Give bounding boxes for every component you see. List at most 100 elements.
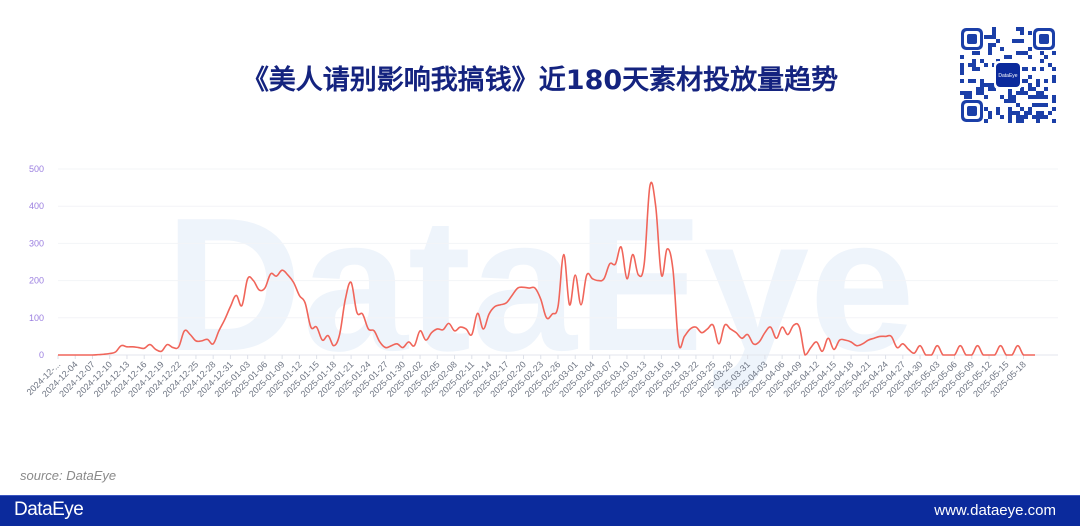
qr-module bbox=[1032, 95, 1036, 99]
data-point bbox=[137, 346, 139, 348]
data-point bbox=[149, 343, 151, 345]
qr-module bbox=[1004, 99, 1008, 103]
data-point bbox=[660, 274, 662, 276]
data-point bbox=[942, 354, 944, 356]
qr-module bbox=[1044, 103, 1048, 107]
data-point bbox=[706, 328, 708, 330]
data-point bbox=[177, 346, 179, 348]
data-point bbox=[999, 345, 1001, 347]
qr-module bbox=[1052, 67, 1056, 71]
qr-module bbox=[1052, 95, 1056, 99]
qr-module bbox=[972, 59, 976, 63]
qr-module bbox=[988, 111, 992, 115]
qr-module bbox=[980, 83, 984, 87]
data-point bbox=[396, 343, 398, 345]
footer-url[interactable]: www.dataeye.com bbox=[934, 502, 1056, 519]
data-point bbox=[1034, 354, 1036, 356]
data-point bbox=[718, 343, 720, 345]
qr-module bbox=[976, 51, 980, 55]
qr-module bbox=[972, 79, 976, 83]
qr-module bbox=[1036, 119, 1040, 123]
data-point bbox=[356, 311, 358, 313]
data-point bbox=[235, 294, 237, 296]
data-point bbox=[838, 339, 840, 341]
data-point bbox=[965, 354, 967, 356]
qr-module bbox=[1012, 39, 1016, 43]
qr-module bbox=[1016, 111, 1020, 115]
data-point bbox=[453, 330, 455, 332]
data-point bbox=[252, 279, 254, 281]
data-point bbox=[1022, 354, 1024, 356]
data-point bbox=[620, 246, 622, 248]
qr-module bbox=[1008, 119, 1012, 123]
qr-module bbox=[1024, 79, 1028, 83]
data-point bbox=[1017, 345, 1019, 347]
data-point bbox=[557, 305, 559, 307]
data-point bbox=[827, 337, 829, 339]
data-point bbox=[568, 304, 570, 306]
qr-module bbox=[988, 47, 992, 51]
data-point bbox=[913, 352, 915, 354]
qr-module bbox=[1052, 107, 1056, 111]
qr-module bbox=[980, 59, 984, 63]
data-point bbox=[563, 253, 565, 255]
data-point bbox=[758, 341, 760, 343]
qr-module bbox=[980, 87, 984, 91]
data-point bbox=[74, 354, 76, 356]
data-point bbox=[856, 345, 858, 347]
data-point bbox=[861, 343, 863, 345]
data-point bbox=[264, 287, 266, 289]
data-point bbox=[666, 248, 668, 250]
data-point bbox=[505, 302, 507, 304]
y-tick-label: 400 bbox=[29, 201, 44, 211]
data-point bbox=[597, 279, 599, 281]
qr-module bbox=[1016, 119, 1020, 123]
qr-module bbox=[1024, 115, 1028, 119]
data-point bbox=[172, 346, 174, 348]
data-point bbox=[155, 348, 157, 350]
data-point bbox=[419, 330, 421, 332]
data-point bbox=[448, 322, 450, 324]
qr-logo-text: DataEye bbox=[998, 73, 1017, 79]
qr-module bbox=[1044, 95, 1048, 99]
data-point bbox=[223, 318, 225, 320]
qr-module bbox=[988, 43, 992, 47]
data-point bbox=[97, 353, 99, 355]
qr-module bbox=[1012, 99, 1016, 103]
data-point bbox=[350, 281, 352, 283]
qr-module bbox=[984, 35, 988, 39]
qr-module bbox=[972, 63, 976, 67]
data-point bbox=[183, 330, 185, 332]
data-point bbox=[683, 335, 685, 337]
qr-module bbox=[1036, 83, 1040, 87]
data-point bbox=[540, 298, 542, 300]
data-point bbox=[126, 346, 128, 348]
qr-module bbox=[1032, 87, 1036, 91]
data-point bbox=[580, 304, 582, 306]
data-point bbox=[522, 286, 524, 288]
data-point bbox=[764, 331, 766, 333]
data-point bbox=[281, 269, 283, 271]
data-point bbox=[919, 345, 921, 347]
qr-module bbox=[1052, 51, 1056, 55]
qr-module bbox=[1020, 31, 1024, 35]
data-point bbox=[982, 354, 984, 356]
data-point bbox=[402, 346, 404, 348]
qr-module bbox=[1020, 27, 1024, 31]
qr-module bbox=[1004, 55, 1008, 59]
data-point bbox=[614, 263, 616, 265]
data-point bbox=[275, 275, 277, 277]
qr-module bbox=[1040, 91, 1044, 95]
data-point bbox=[91, 354, 93, 356]
qr-module bbox=[1024, 111, 1028, 115]
data-point bbox=[775, 337, 777, 339]
qr-module bbox=[960, 79, 964, 83]
data-point bbox=[700, 331, 702, 333]
qr-module bbox=[984, 95, 988, 99]
qr-module bbox=[992, 31, 996, 35]
data-point bbox=[637, 274, 639, 276]
data-point bbox=[143, 347, 145, 349]
qr-module bbox=[1044, 115, 1048, 119]
qr-module bbox=[996, 39, 1000, 43]
data-point bbox=[689, 328, 691, 330]
